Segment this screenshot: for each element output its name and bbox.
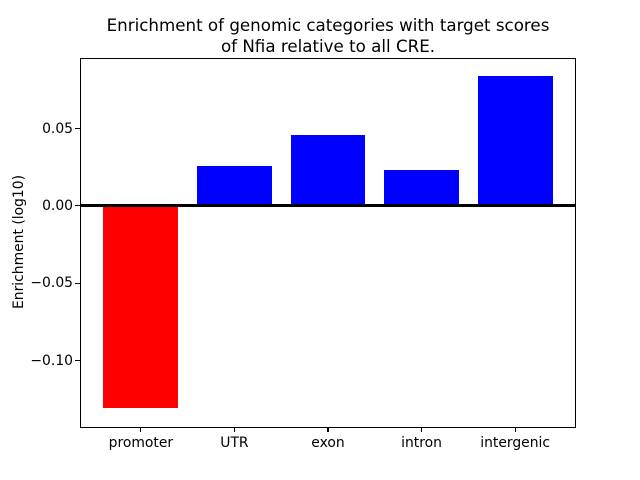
x-tick-label-exon: exon <box>311 435 345 451</box>
y-tick-mark <box>75 127 80 130</box>
zero-baseline <box>81 204 575 208</box>
y-tick-label: 0.00 <box>42 197 73 214</box>
plot-area: 0.05 0.00 −0.05 −0.10 promoter UTR exon intron i… <box>30 58 576 450</box>
bar-UTR <box>197 165 272 206</box>
bar-intergenic <box>477 75 553 206</box>
y-tick-label: −0.05 <box>30 275 73 292</box>
bar-exon <box>290 134 366 206</box>
y-tick-mark <box>75 359 80 362</box>
bar-intron <box>384 169 459 206</box>
x-tick-mark <box>514 427 516 432</box>
y-tick-label: 0.05 <box>42 120 73 137</box>
x-tick-label-promoter: promoter <box>108 435 174 451</box>
y-tick-mark <box>75 282 80 284</box>
x-tick-mark <box>327 427 329 432</box>
y-tick-mark <box>75 205 80 207</box>
y-tick-label: −0.10 <box>30 352 73 369</box>
bar-promoter <box>103 205 179 409</box>
chart-title: Enrichment of genomic categories with ta… <box>106 15 550 56</box>
x-tick-mark <box>140 427 142 432</box>
x-tick-mark <box>233 427 236 432</box>
x-tick-label-intron: intron <box>401 435 442 451</box>
x-tick-mark <box>420 427 423 432</box>
x-tick-label-intergenic: intergenic <box>480 435 551 451</box>
x-tick-label-UTR: UTR <box>220 435 249 451</box>
